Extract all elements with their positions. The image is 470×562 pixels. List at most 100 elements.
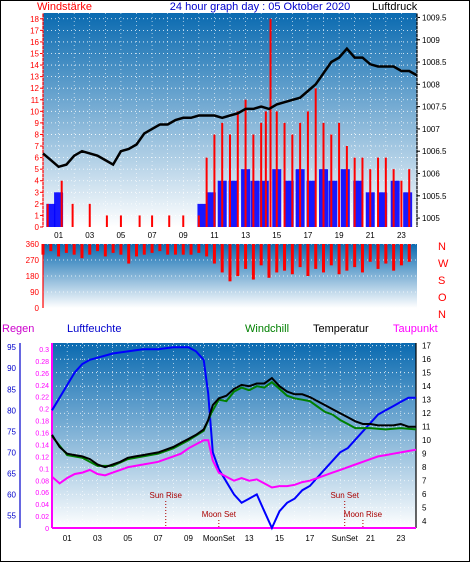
panel1-x-tick: 09 <box>179 231 188 240</box>
wind-axis-tick: 13 <box>30 73 39 82</box>
compass-letter: N <box>438 309 446 321</box>
gust-bar <box>403 192 413 227</box>
rain-axis-tick: 0.22 <box>35 395 49 402</box>
panel3-x-special: MoonSet <box>203 534 236 543</box>
rain-axis-tick: 0.08 <box>35 478 49 485</box>
temp-axis-tick: 9 <box>422 450 427 459</box>
rain-axis-tick: 0.26 <box>35 371 49 378</box>
panel1-layer: 012345678910111213141516171810051005.510… <box>30 13 447 240</box>
humidity-axis-tick: 60 <box>7 490 16 499</box>
humidity-axis-tick: 55 <box>7 511 16 520</box>
panel3-layer: 4 5 6 7 8 9 10 11 12 13 14 15 16 17 55 60 65 70 75 80 85 90 95… <box>7 342 431 543</box>
humidity-axis-tick: 75 <box>7 427 16 436</box>
rain-axis-tick: 0.12 <box>35 454 49 461</box>
pressure-axis-tick: 1006.5 <box>422 147 447 156</box>
pressure-axis-tick: 1006 <box>422 170 440 179</box>
wind-title: Windstärke <box>37 1 92 13</box>
temp-axis-tick: 14 <box>422 382 431 391</box>
header-taupunkt: Taupunkt <box>393 323 438 335</box>
pressure-axis-tick: 1009.5 <box>422 13 447 22</box>
gust-bar <box>340 169 350 227</box>
panel1-x-tick: 17 <box>303 231 312 240</box>
panel1-x-tick: 11 <box>210 231 219 240</box>
gust-bar <box>306 180 316 227</box>
humidity-axis-tick: 90 <box>7 364 16 373</box>
wind-axis-tick: 7 <box>35 142 40 151</box>
panel3-x-special: SunSet <box>332 534 359 543</box>
gust-bar <box>197 203 207 227</box>
compass-letter: N <box>438 241 446 253</box>
header-windchill: Windchill <box>245 323 289 335</box>
wind-axis-tick: 9 <box>35 119 40 128</box>
wind-axis-tick: 17 <box>30 26 39 35</box>
temp-axis-tick: 4 <box>422 517 427 526</box>
panel3-x-tick: 23 <box>396 534 405 543</box>
wind-axis-tick: 12 <box>30 84 39 93</box>
pressure-axis-tick: 1008.5 <box>422 58 447 67</box>
rain-axis-tick: 0.2 <box>39 407 49 414</box>
header-luftfeuchte: Luftfeuchte <box>67 323 121 335</box>
direction-axis-tick: 90 <box>30 288 39 297</box>
rain-axis-tick: 0 <box>45 526 49 533</box>
humidity-axis-tick: 70 <box>7 448 16 457</box>
rain-axis-tick: 0.04 <box>35 502 49 509</box>
temp-axis-tick: 16 <box>422 355 431 364</box>
gust-bar <box>206 192 216 227</box>
event-annotation: Moon Rise <box>344 510 383 519</box>
temp-axis-tick: 6 <box>422 490 427 499</box>
gust-bar <box>259 180 269 227</box>
rain-axis-tick: 0.28 <box>35 359 49 366</box>
pressure-axis-tick: 1007.5 <box>422 103 447 112</box>
panel1-x-tick: 13 <box>241 231 250 240</box>
gust-bar <box>353 180 363 227</box>
compass-letter: S <box>438 275 445 287</box>
pressure-axis-tick: 1007 <box>422 125 440 134</box>
panel3-x-tick: 01 <box>63 534 72 543</box>
pressure-axis-tick: 1005 <box>422 214 440 223</box>
pressure-title: Luftdruck <box>372 1 418 13</box>
wind-axis-tick: 14 <box>30 61 39 70</box>
header-temperatur: Temperatur <box>313 323 369 335</box>
direction-axis-tick: 360 <box>26 240 40 249</box>
dewpoint-line <box>51 439 417 489</box>
wind-axis-tick: 4 <box>35 177 40 186</box>
panel3-x-tick: 13 <box>245 534 254 543</box>
wind-axis-tick: 11 <box>31 96 40 105</box>
windchill-line <box>51 380 417 467</box>
pressure-axis-tick: 1008 <box>422 80 440 89</box>
humidity-axis-tick: 65 <box>7 469 16 478</box>
event-annotation: Moon Set <box>202 510 237 519</box>
wind-axis-tick: 10 <box>30 107 39 116</box>
event-annotation: Sun Rise <box>150 491 183 500</box>
wind-axis-tick: 15 <box>30 49 39 58</box>
rain-axis-tick: 0.3 <box>39 347 49 354</box>
gust-bar <box>228 180 238 227</box>
direction-axis-tick: 0 <box>35 304 40 313</box>
pressure-axis-tick: 1005.5 <box>422 192 447 201</box>
humidity-line <box>51 346 416 531</box>
panel3-x-tick: 15 <box>275 534 284 543</box>
rain-axis-tick: 0.24 <box>35 383 49 390</box>
compass-letter: W <box>438 258 449 270</box>
panel3-x-tick: 21 <box>366 534 375 543</box>
humidity-axis-tick: 95 <box>7 343 16 352</box>
header-regen: Regen <box>2 323 34 335</box>
gust-bar <box>378 192 388 227</box>
wind-axis-tick: 2 <box>35 200 40 209</box>
panel1-x-tick: 05 <box>116 231 125 240</box>
temp-axis-tick: 8 <box>422 463 427 472</box>
wind-axis-tick: 6 <box>35 154 40 163</box>
pressure-axis-tick: 1009 <box>422 36 440 45</box>
gust-bar <box>54 192 64 227</box>
wind-axis-tick: 8 <box>35 130 40 139</box>
rain-axis-tick: 0.06 <box>35 490 49 497</box>
graph-title: 24 hour graph day : 05 Oktober 2020 <box>170 1 350 13</box>
panel2-layer: 0 90 180 270 360 <box>26 240 417 313</box>
event-annotation: Sun Set <box>330 491 359 500</box>
panel1-x-tick: 15 <box>272 231 281 240</box>
wind-axis-tick: 5 <box>35 165 40 174</box>
panel3-x-tick: 03 <box>93 534 102 543</box>
temp-axis-tick: 5 <box>422 504 427 513</box>
